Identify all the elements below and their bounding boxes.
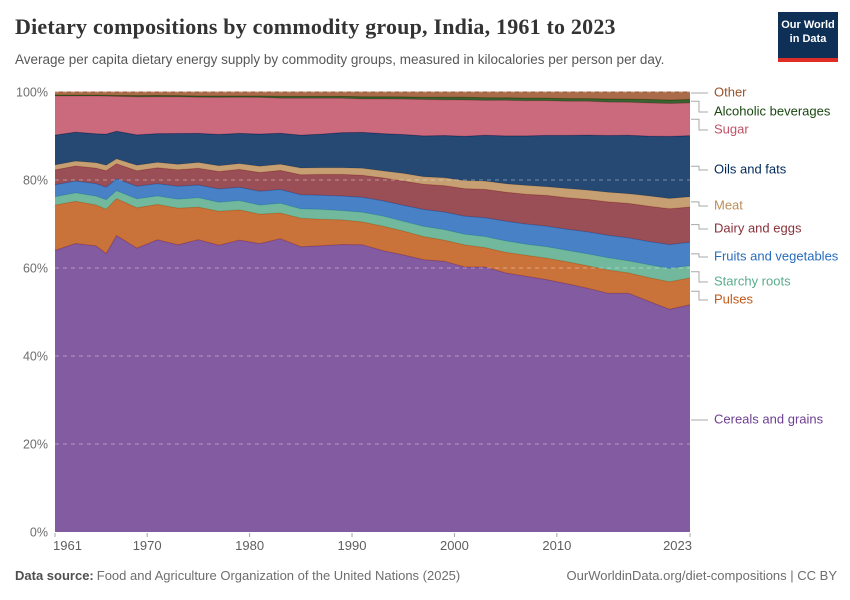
x-axis-label-1990: 1990 [338, 538, 367, 553]
legend-item-cereals[interactable]: Cereals and grains [714, 411, 824, 427]
legend-leader-dairy [691, 224, 708, 230]
x-axis-label-1970: 1970 [133, 538, 162, 553]
area-sugar[interactable] [55, 96, 690, 137]
data-source-note: Data source: Food and Agriculture Organiz… [15, 568, 460, 583]
legend-item-other[interactable]: Other [714, 84, 747, 100]
chart-subtitle: Average per capita dietary energy supply… [15, 52, 665, 67]
area-other[interactable] [55, 92, 690, 100]
legend-item-fruitveg[interactable]: Fruits and vegetables [714, 248, 839, 264]
x-axis-label-2010: 2010 [542, 538, 571, 553]
area-meat[interactable] [55, 158, 690, 209]
y-axis-label-100: 100% [16, 85, 48, 99]
y-axis-label-0: 0% [30, 525, 48, 539]
area-pulses[interactable] [55, 198, 690, 310]
legend-item-pulses[interactable]: Pulses [714, 291, 754, 307]
credit-link[interactable]: OurWorldinData.org/diet-compositions | C… [566, 568, 837, 583]
y-axis-label-20: 20% [23, 437, 48, 451]
legend-leader-alcohol [691, 100, 708, 113]
legend-leader-pulses [691, 290, 708, 301]
owid-logo-line1: Our World [781, 19, 835, 31]
data-source-value: Food and Agriculture Organization of the… [96, 568, 461, 583]
owid-logo-red-bar [778, 58, 838, 62]
owid-logo-line2: in Data [789, 32, 827, 45]
data-source-label: Data source: [15, 568, 94, 583]
legend-leader-sugar [691, 118, 708, 131]
area-alcohol[interactable] [55, 95, 690, 104]
legend-leader-starchy [691, 271, 708, 283]
y-axis-label-40: 40% [23, 349, 48, 363]
area-dairy[interactable] [55, 163, 690, 245]
area-fruitveg[interactable] [55, 178, 690, 269]
area-cereals[interactable] [55, 235, 690, 532]
area-oils[interactable] [55, 131, 690, 199]
legend-leader-oils [691, 165, 708, 171]
legend-item-starchy[interactable]: Starchy roots [714, 273, 791, 289]
legend-item-alcohol[interactable]: Alcoholic beverages [714, 103, 831, 119]
legend-leader-fruitveg [691, 253, 708, 258]
owid-logo[interactable]: Our World in Data [778, 12, 838, 62]
legend-item-dairy[interactable]: Dairy and eggs [714, 220, 802, 236]
legend-item-sugar[interactable]: Sugar [714, 121, 749, 137]
x-axis-label-1961: 1961 [53, 538, 82, 553]
legend-item-meat[interactable]: Meat [714, 197, 743, 213]
page-title: Dietary compositions by commodity group,… [15, 14, 616, 39]
x-axis-label-2000: 2000 [440, 538, 469, 553]
y-axis-label-60: 60% [23, 261, 48, 275]
legend-item-oils[interactable]: Oils and fats [714, 161, 787, 177]
y-axis-label-80: 80% [23, 173, 48, 187]
x-axis-label-1980: 1980 [235, 538, 264, 553]
legend-leader-meat [691, 201, 708, 207]
x-axis-label-2023: 2023 [663, 538, 692, 553]
